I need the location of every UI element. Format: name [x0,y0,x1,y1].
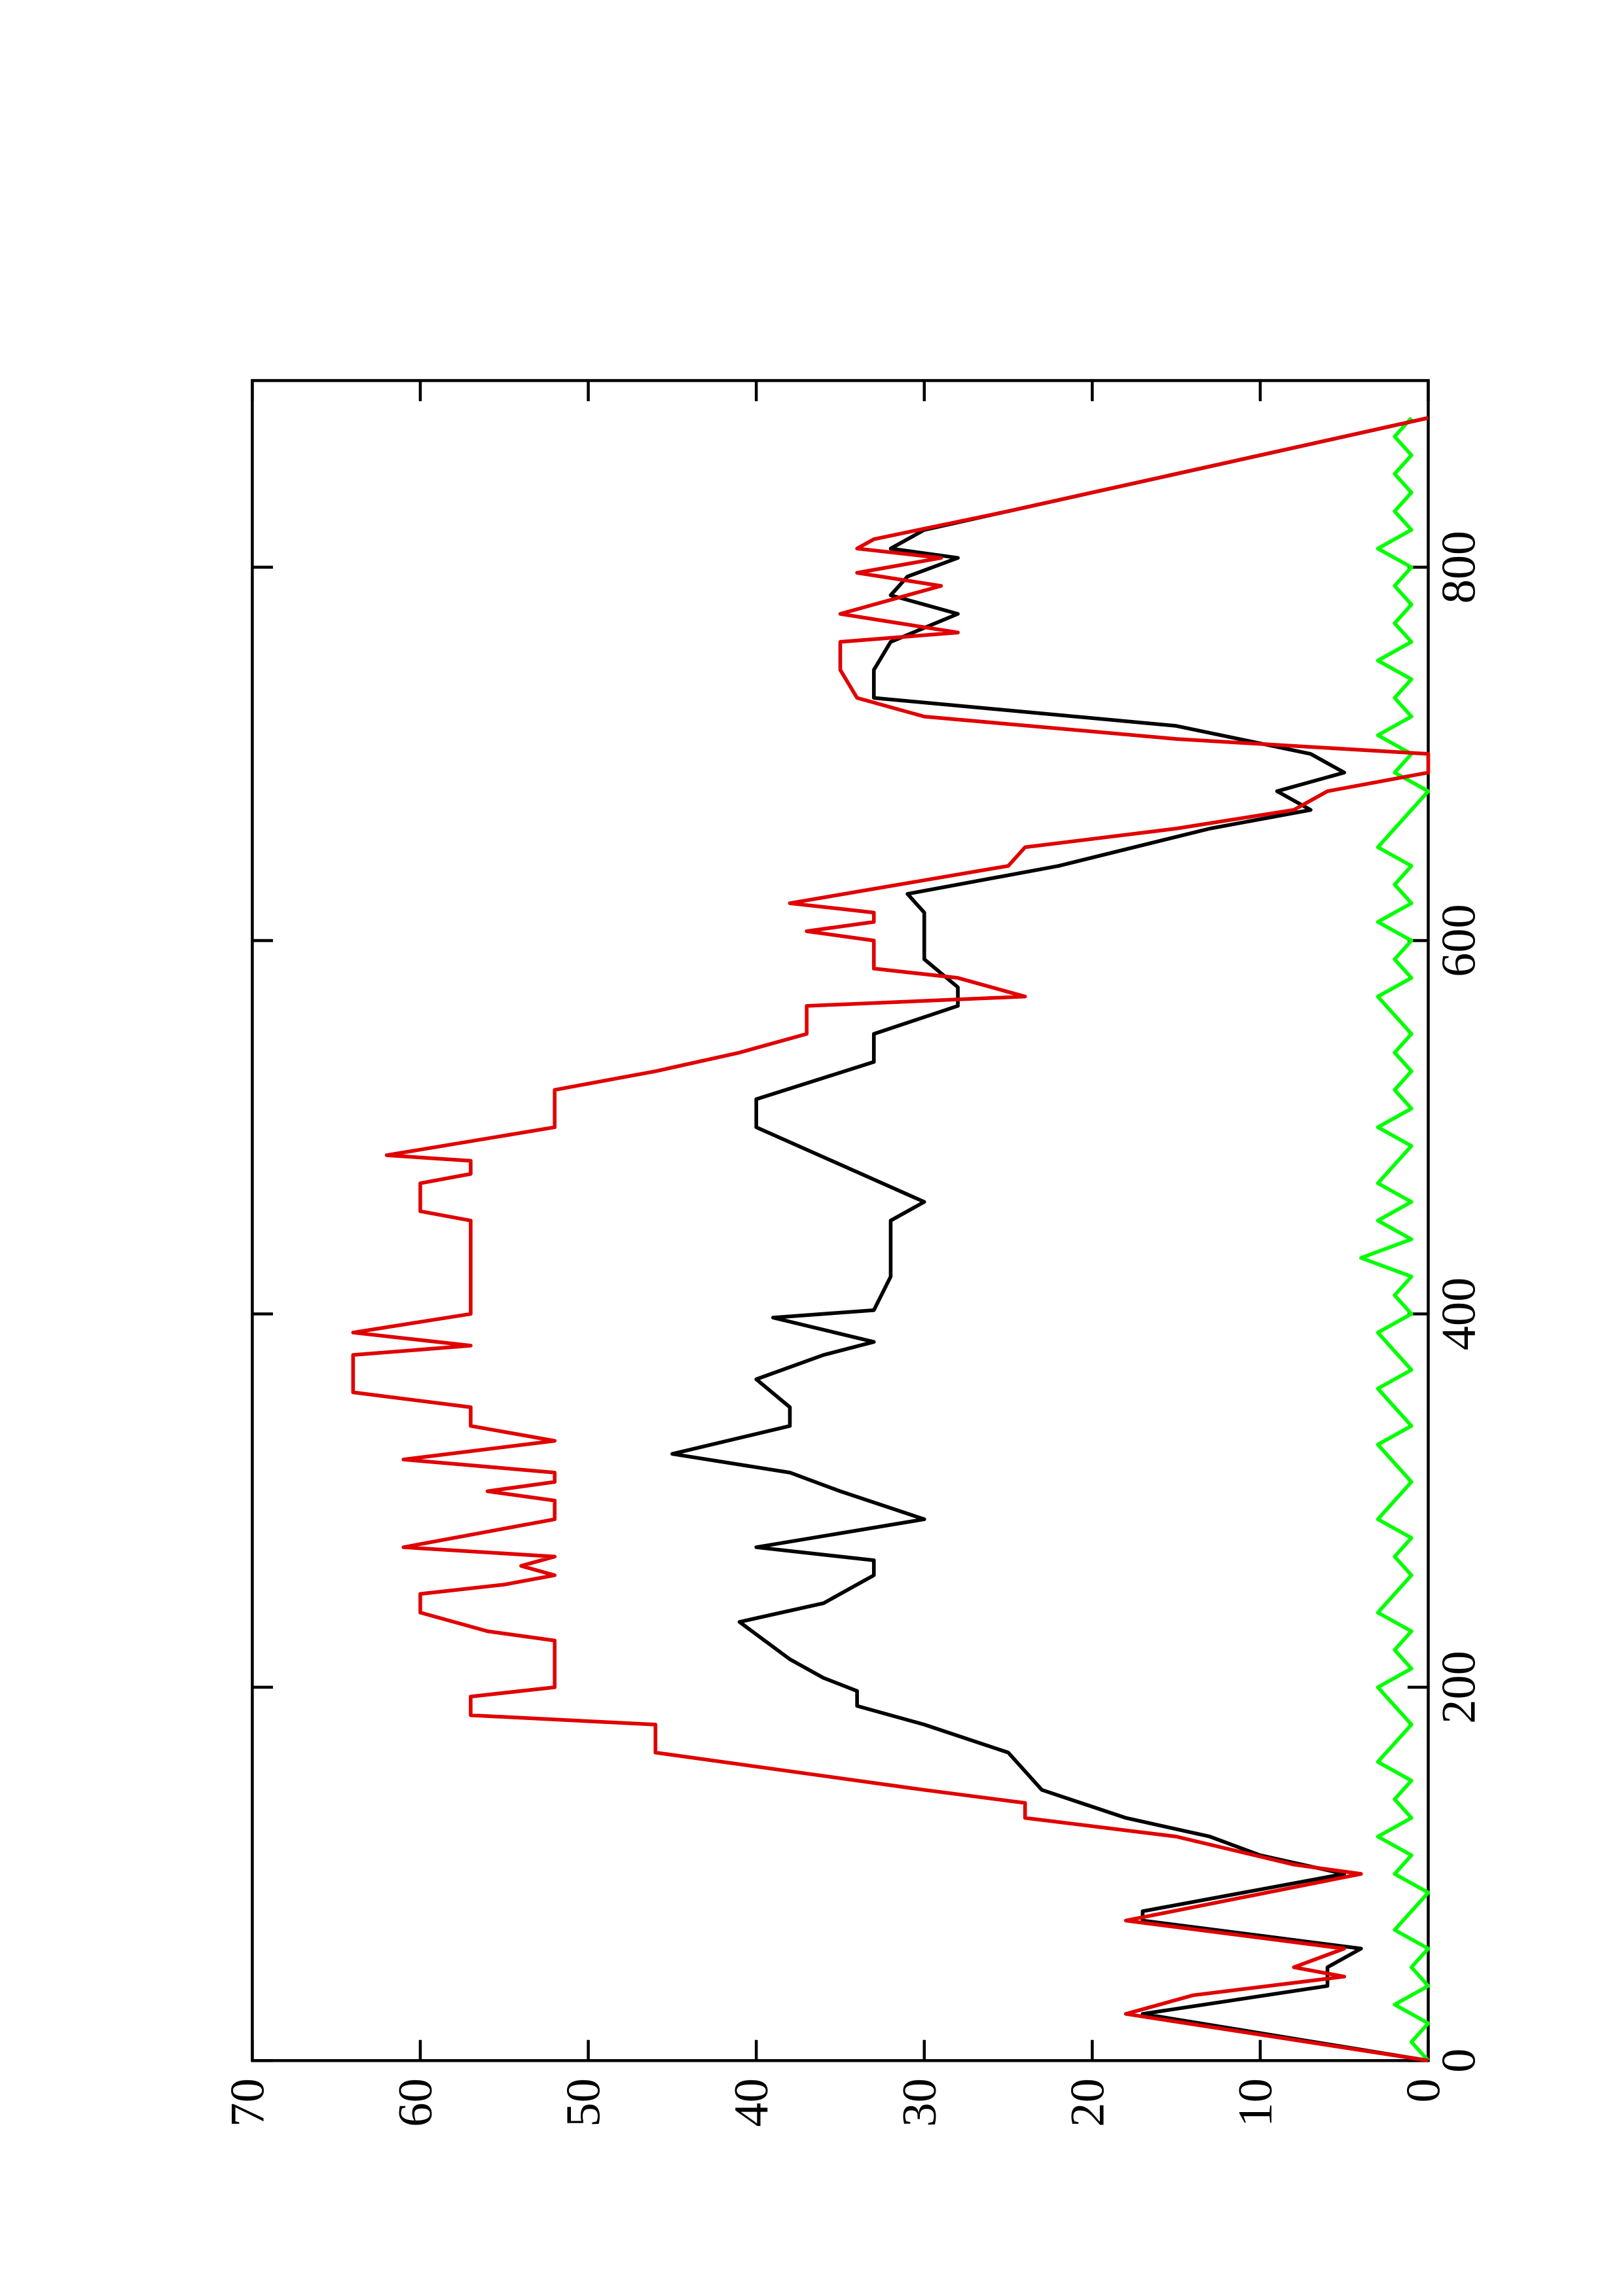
x-tick-label: 0 [1432,2049,1486,2073]
x-tick-label: 600 [1432,904,1486,977]
y-tick-label: 60 [389,2078,443,2126]
series-line [670,416,1429,2063]
x-tick-label: 200 [1432,1651,1486,1724]
series-line [1359,416,1431,2062]
y-tick-label: 50 [557,2078,611,2126]
y-tick-label: 0 [1397,2078,1451,2102]
x-tick-label: 400 [1432,1278,1486,1351]
x-tick-label: 800 [1432,531,1486,604]
y-tick-label: 10 [1229,2078,1283,2126]
y-tick-label: 20 [1061,2078,1114,2126]
series-line [351,416,1431,2063]
y-tick-label: 70 [221,2078,274,2126]
y-tick-label: 40 [725,2078,778,2126]
plot-frame [251,379,1430,2062]
y-tick-label: 30 [893,2078,947,2126]
